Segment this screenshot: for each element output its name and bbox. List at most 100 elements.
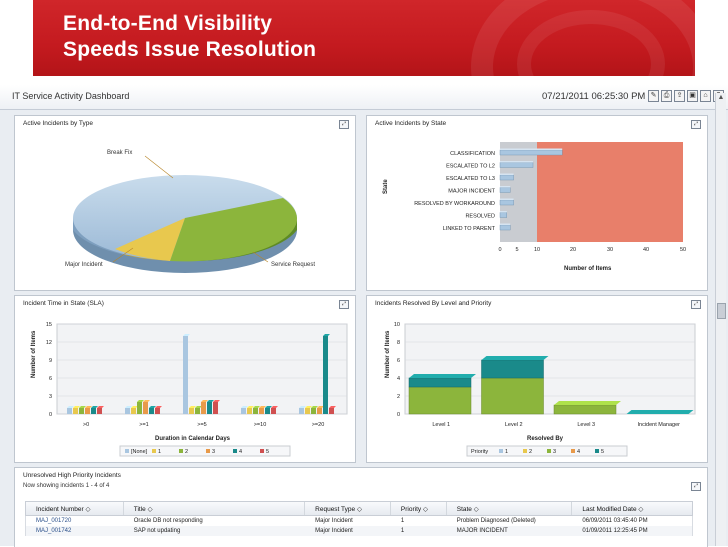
column-header-title[interactable]: Title ◇: [124, 502, 306, 515]
column-header-priority[interactable]: Priority ◇: [391, 502, 447, 515]
legend-label: 2: [185, 449, 188, 455]
cell-incident-number[interactable]: MAJ_001720: [36, 518, 72, 524]
level-bar-top: [554, 401, 621, 405]
sla-bar-top: [155, 406, 162, 408]
legend-swatch: [499, 449, 503, 453]
table-row[interactable]: MAJ_001720 Oracle DB not responding Majo…: [25, 516, 693, 526]
legend-swatch: [206, 449, 210, 453]
panel-incidents-by-state: Active Incidents by State ⤢ State Number…: [366, 115, 708, 291]
sla-bar: [329, 408, 334, 414]
legend-swatch: [595, 449, 599, 453]
sla-bar-top: [207, 400, 214, 402]
sla-bar-top: [213, 400, 220, 402]
sla-bar: [131, 408, 136, 414]
pie-slice-major-incident[interactable]: [115, 218, 185, 261]
level-bar-top: [626, 410, 694, 414]
sla-bar-top: [241, 406, 248, 408]
sla-bar-top: [183, 334, 190, 336]
sla-bar: [143, 402, 148, 414]
y-tick-label: 12: [46, 340, 52, 346]
sla-bar-top: [85, 406, 92, 408]
sla-bar-top: [305, 406, 312, 408]
x-tick-label: 20: [570, 247, 576, 253]
y-tick-label: 0: [397, 412, 400, 418]
sla-bar-top: [329, 406, 336, 408]
home-icon[interactable]: ⌂: [700, 90, 711, 102]
state-category-label: RESOLVED: [465, 214, 495, 220]
cell-last-modified: 06/09/2011 03:45:40 PM: [582, 518, 648, 524]
pie-slice-service-request[interactable]: [170, 198, 298, 262]
y-tick-label: 4: [397, 376, 400, 382]
sla-bar: [149, 408, 154, 414]
state-bar-chart: State Number of Items CLASSIFICATION ESCA…: [383, 142, 686, 272]
y-tick-label: 15: [46, 322, 52, 328]
y-tick-label: 3: [49, 394, 52, 400]
edit-icon[interactable]: ✎: [648, 90, 659, 102]
x-tick-label: >=1: [139, 422, 148, 428]
sla-bar-top: [67, 406, 74, 408]
pie-label-break-fix: Break Fix: [107, 150, 132, 156]
sla-bar: [183, 336, 188, 414]
state-category-label: RESOLVED BY WORKAROUND: [414, 201, 495, 207]
level-bar-segment: [408, 377, 472, 388]
maximize-icon[interactable]: ⤢: [339, 120, 349, 129]
maximize-icon[interactable]: ⤢: [691, 120, 701, 129]
sla-bar: [79, 408, 84, 414]
sla-bar: [73, 408, 78, 414]
cell-state: MAJOR INCIDENT: [456, 528, 508, 534]
sla-bar: [155, 408, 160, 414]
x-tick-label: Level 2: [505, 422, 523, 428]
pie-chart: Break Fix Major Incident Service Request: [65, 150, 315, 273]
legend-box: [119, 445, 291, 457]
maximize-icon[interactable]: ⤢: [691, 482, 701, 491]
y-tick-label: 6: [397, 358, 400, 364]
print-icon[interactable]: ⎙: [661, 90, 672, 102]
cell-request-type: Major Incident: [315, 528, 353, 534]
sla-bar-top: [247, 406, 254, 408]
sla-bar-top: [97, 406, 104, 408]
column-header-last-modified[interactable]: Last Modified Date ◇: [582, 506, 644, 513]
legend-label: 4: [577, 449, 580, 455]
sla-bar-top: [73, 406, 80, 408]
dashboard-header: IT Service Activity Dashboard 07/21/2011…: [0, 85, 728, 110]
x-tick-label: 10: [534, 247, 540, 253]
plot-bg-red: [537, 142, 683, 242]
x-tick-label: >=20: [312, 422, 325, 428]
scroll-up-icon[interactable]: ▲: [717, 94, 725, 101]
sla-bar-top: [265, 406, 272, 408]
level-bar-segment: [553, 404, 617, 415]
vertical-scrollbar[interactable]: ▲: [715, 93, 726, 546]
sla-bar: [201, 402, 206, 414]
y-tick-label: 2: [397, 394, 400, 400]
x-tick-label: 0: [498, 247, 501, 253]
state-bar: [499, 187, 511, 193]
incident-table: Incident Number ◇ Title ◇ Request Type ◇…: [25, 501, 693, 536]
save-icon[interactable]: ▣: [687, 90, 698, 102]
sla-bar-chart: Number of Items Duration in Calendar Day…: [31, 322, 348, 457]
cell-incident-number[interactable]: MAJ_001742: [36, 528, 72, 534]
x-tick-label: 5: [515, 247, 518, 253]
scroll-thumb[interactable]: [717, 303, 726, 319]
maximize-icon[interactable]: ⤢: [691, 300, 701, 309]
legend-swatch: [179, 449, 183, 453]
column-header-state[interactable]: State ◇: [447, 502, 573, 515]
sla-bar-top: [299, 406, 306, 408]
sla-bar: [207, 402, 212, 414]
x-axis-label: Resolved By: [527, 436, 564, 442]
sla-bar-top: [259, 406, 266, 408]
sla-bar-top: [317, 406, 324, 408]
table-row[interactable]: MAJ_001742 SAP not updating Major Incide…: [25, 526, 693, 536]
slide-title-line1: End-to-End Visibility: [63, 12, 273, 35]
maximize-icon[interactable]: ⤢: [339, 300, 349, 309]
sla-bar-top: [125, 406, 132, 408]
sla-bar-top: [195, 406, 202, 408]
legend-label: 3: [212, 449, 215, 455]
table-header: Incident Number ◇ Title ◇ Request Type ◇…: [25, 501, 693, 516]
cell-priority: 1: [400, 528, 405, 534]
column-header-incident-number[interactable]: Incident Number ◇: [26, 502, 124, 515]
cell-request-type: Major Incident: [315, 518, 353, 524]
column-header-request-type[interactable]: Request Type ◇: [305, 502, 391, 515]
export-icon[interactable]: ⇪: [674, 90, 685, 102]
panel-title: Incident Time in State (SLA): [23, 300, 104, 307]
sla-bar-top: [149, 406, 156, 408]
